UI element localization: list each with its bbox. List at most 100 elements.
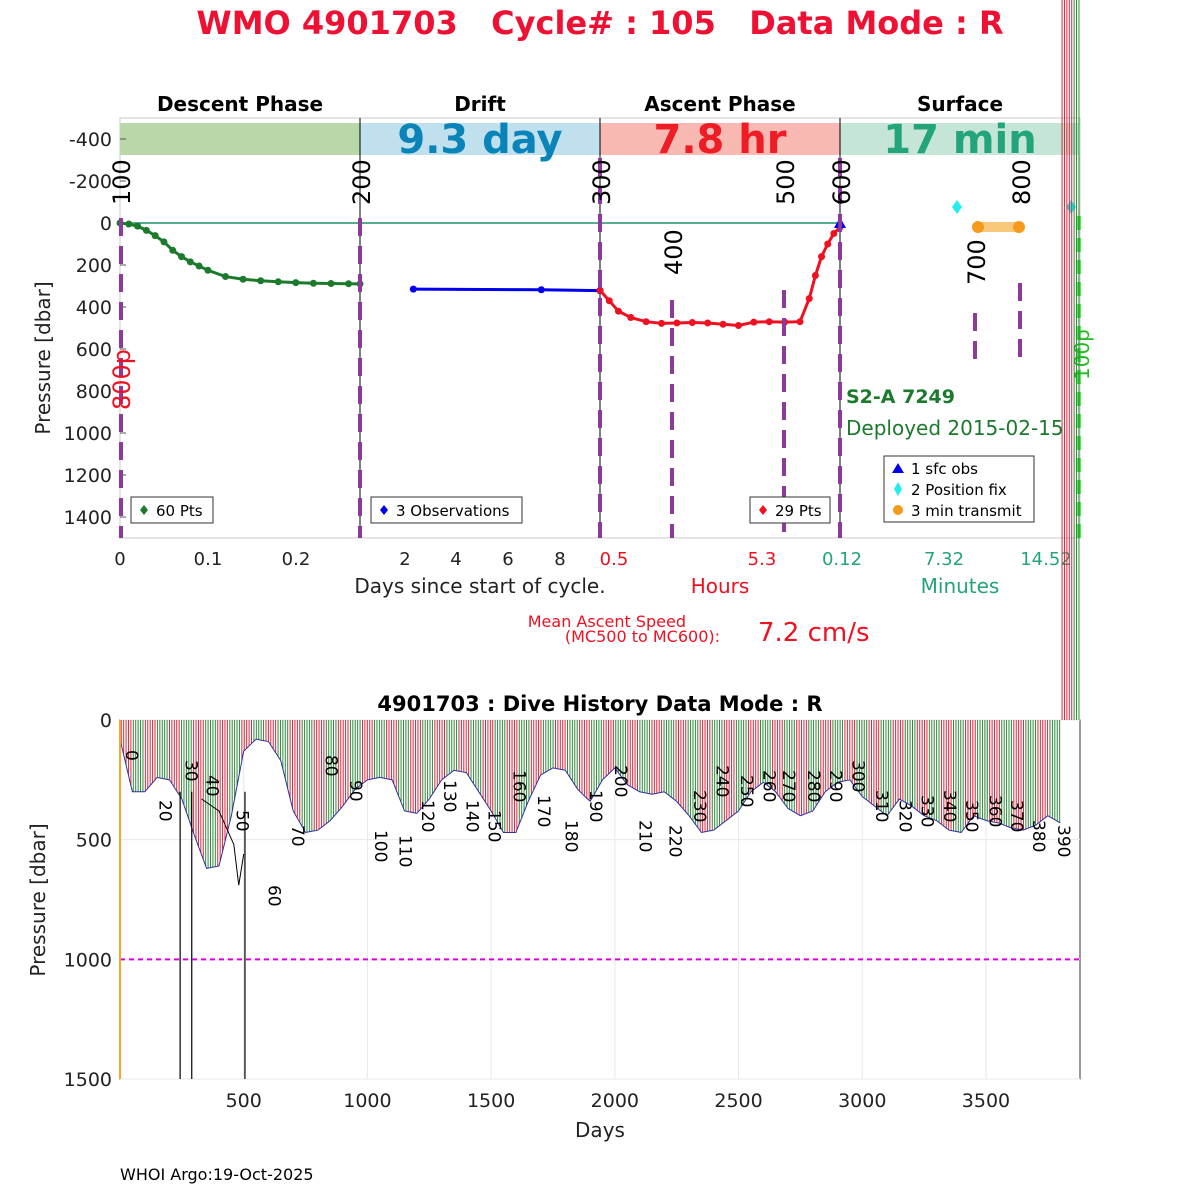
- ascent-point: [805, 295, 813, 303]
- y-tick-label: 0: [100, 213, 112, 235]
- cycle-number-label: 90: [345, 780, 365, 802]
- cycle-number-label: 240: [711, 765, 731, 797]
- descent-point: [345, 280, 353, 288]
- ascent-speed-label: Mean Ascent Speed: [528, 612, 686, 631]
- cycle-number-label: 320: [894, 800, 914, 832]
- cycle-number-label: 220: [664, 825, 684, 857]
- history-title: 4901703 : Dive History Data Mode : R: [377, 692, 822, 716]
- history-x-tick-label: 2500: [714, 1090, 762, 1112]
- mission-code-label: 600: [828, 159, 856, 205]
- x-tick-label: 0.12: [822, 549, 862, 570]
- descent-point: [142, 226, 150, 234]
- y-tick-label: 1000: [64, 423, 112, 445]
- phase-duration: 17 min: [883, 117, 1036, 163]
- ascent-point: [605, 297, 613, 305]
- cycle-number-label: 250: [736, 775, 756, 807]
- history-x-axis-label: Days: [575, 1118, 625, 1142]
- x-tick-label: 6: [502, 549, 513, 570]
- phase-band: [360, 123, 600, 155]
- ascent-point: [704, 319, 712, 327]
- cycle-number-label: 230: [689, 790, 709, 822]
- cycle-number-label: 190: [585, 790, 605, 822]
- x-tick-label: 0.1: [194, 549, 223, 570]
- ascent-point: [750, 318, 758, 326]
- cycle-number-label: 150: [484, 810, 504, 842]
- ascent-point: [627, 314, 635, 321]
- y-tick-label: 600: [76, 339, 112, 361]
- descent-point: [195, 262, 203, 270]
- x-tick-label: 0.5: [600, 549, 629, 570]
- ascent-point: [719, 320, 727, 328]
- drift-point: [537, 286, 545, 294]
- descent-point: [160, 238, 168, 246]
- mission-code-label: 100p: [1070, 329, 1094, 380]
- cycle-number-label: 70: [287, 825, 307, 847]
- x-axis-label-days: Days since start of cycle.: [354, 574, 605, 598]
- position-fix-marker: [952, 200, 962, 214]
- descent-point: [186, 258, 194, 266]
- x-tick-label: 7.32: [924, 549, 964, 570]
- descent-point: [169, 246, 177, 254]
- transmit-marker: [1013, 221, 1025, 233]
- descent-legend-text: 60 Pts: [156, 502, 203, 520]
- surface-legend-box: [883, 455, 1035, 523]
- cycle-number-label: 340: [939, 790, 959, 822]
- drift-legend-box: [370, 496, 523, 524]
- ascent-point: [658, 319, 666, 327]
- y-axis-label: Pressure [dbar]: [31, 281, 55, 434]
- phase-heading: Drift: [454, 92, 506, 116]
- cycle-number-label: 360: [985, 795, 1005, 827]
- drift-legend-text: 3 Observations: [396, 502, 510, 520]
- x-tick-label: 0: [114, 549, 125, 570]
- y-tick-label: 400: [76, 297, 112, 319]
- phase-heading: Ascent Phase: [644, 92, 795, 116]
- ascent-point: [614, 307, 622, 315]
- phase-band: [600, 123, 840, 155]
- surface-legend-text: 1 sfc obs: [911, 460, 978, 478]
- cycle-number-label: 170: [533, 795, 553, 827]
- phase-heading: Descent Phase: [157, 92, 323, 116]
- transmit-marker: [972, 221, 984, 233]
- x-tick-label: 0.2: [282, 549, 311, 570]
- history-y-tick-label: 0: [100, 710, 112, 732]
- mission-code-label: 200: [348, 159, 376, 205]
- phase-duration: 7.8 hr: [654, 117, 787, 163]
- cycle-number-label: 130: [439, 780, 459, 812]
- history-x-tick-label: 1000: [343, 1090, 391, 1112]
- y-tick-label: 1200: [64, 465, 112, 487]
- cycle-number-label: 180: [560, 820, 580, 852]
- cycle-number-label: 140: [461, 800, 481, 832]
- cycle-number-label: 300: [847, 760, 867, 792]
- descent-point: [274, 278, 282, 286]
- descent-point: [257, 277, 265, 285]
- x-axis-label-minutes: Minutes: [921, 574, 1000, 598]
- cycle-number-label: 270: [778, 770, 798, 802]
- y-tick-label: -400: [69, 129, 112, 151]
- ascent-speed-value: 7.2 cm/s: [758, 618, 870, 648]
- phase-heading: Surface: [917, 92, 1003, 116]
- history-x-tick-label: 1500: [467, 1090, 515, 1112]
- cycle-number-label: 210: [635, 820, 655, 852]
- ascent-point: [688, 319, 696, 327]
- dive-depth-line: [119, 738, 1061, 869]
- cycle-number-label: 380: [1028, 820, 1048, 852]
- y-tick-label: 800: [76, 381, 112, 403]
- cycle-number-label: 50: [231, 810, 251, 832]
- history-x-tick-label: 3500: [962, 1090, 1010, 1112]
- cycle-number-label: 260: [758, 770, 778, 802]
- history-y-tick-label: 500: [76, 830, 112, 852]
- figure-title: WMO 4901703 Cycle# : 105 Data Mode : R: [196, 4, 1003, 42]
- descent-point: [204, 266, 212, 274]
- ascent-legend-symbol: [759, 505, 767, 515]
- ascent-point: [765, 318, 773, 326]
- position-fix-marker: [1066, 200, 1076, 214]
- cycle-number-label: 390: [1053, 825, 1073, 857]
- descent-point: [134, 222, 142, 230]
- cycle-number-label: 100: [370, 830, 390, 862]
- y-tick-label: 1400: [64, 507, 112, 529]
- cycle-number-label: 120: [417, 800, 437, 832]
- ascent-speed-sublabel: (MC500 to MC600):: [565, 627, 720, 646]
